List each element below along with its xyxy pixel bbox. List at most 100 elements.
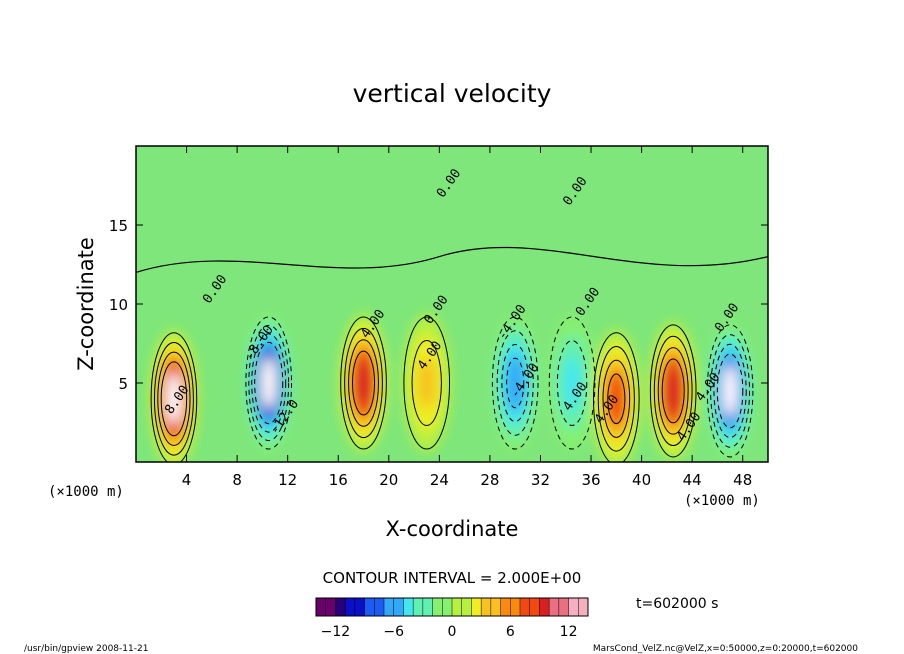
field-cell-8-level-5 — [668, 377, 678, 405]
contour-ring-3-3 — [352, 350, 376, 416]
colorbar-segment-17 — [471, 598, 482, 616]
chart-title: vertical velocity — [353, 79, 552, 108]
field-cell-2-core — [261, 356, 277, 410]
contour-ring-3-1 — [344, 327, 383, 439]
y-tick-label-15: 15 — [109, 217, 128, 235]
colorbar — [315, 597, 589, 617]
contour-zero-line — [136, 246, 768, 273]
colorbar-frame — [315, 597, 589, 617]
contour-ring-7-1 — [597, 346, 635, 452]
x-tick-label-16: 16 — [329, 471, 348, 489]
colorbar-segment-25 — [549, 598, 560, 616]
contour-ring-5-0 — [491, 316, 539, 450]
x-tick-label-8: 8 — [232, 471, 242, 489]
x-tick-label-12: 12 — [278, 471, 297, 489]
field-cell-7-level-4 — [610, 382, 622, 415]
colorbar-segment-14 — [442, 598, 453, 616]
x-tick-label-28: 28 — [480, 471, 499, 489]
contour-ring-6-0 — [548, 316, 596, 450]
footer-left: /usr/bin/gpview 2008-11-21 — [24, 644, 148, 654]
colorbar-segment-28 — [578, 598, 589, 616]
contour-ring-4-1 — [411, 340, 442, 426]
contour-ring-2-3 — [254, 341, 284, 425]
x-tick-label-48: 48 — [733, 471, 752, 489]
colorbar-tick-label-5: 12 — [560, 624, 578, 640]
x-unit-label-left: (×1000 m) — [48, 484, 124, 500]
contour-ring-3-2 — [348, 339, 379, 427]
colorbar-segment-6 — [364, 598, 375, 616]
contour-ring-3-0 — [340, 316, 387, 450]
colorbar-segment-21 — [510, 598, 521, 616]
colorbar-segment-19 — [490, 598, 502, 616]
colorbar-ticks: −12 −6 0 6 12 — [321, 624, 578, 640]
contour-ring-9-1 — [710, 334, 751, 448]
y-tick-label-5: 5 — [118, 375, 128, 393]
field-cell-4-level-2 — [417, 356, 436, 410]
colorbar-segment-2 — [325, 598, 336, 616]
x-tick-label-24: 24 — [430, 471, 449, 489]
contour-ring-1-3 — [160, 361, 188, 437]
colorbar-segment-11 — [413, 598, 424, 616]
colorbar-tick-label-4: 6 — [506, 624, 515, 640]
colorbar-segment-12 — [422, 598, 434, 616]
colorbar-segment-18 — [481, 598, 492, 616]
x-tick-label-4: 4 — [182, 471, 192, 489]
contour-ring-2-2 — [251, 333, 287, 433]
colorbar-segment-22 — [520, 598, 531, 616]
field-cell-5-level-4 — [509, 366, 521, 400]
contour-ring-7-0 — [593, 332, 640, 462]
colorbar-segment-4 — [345, 598, 356, 616]
contour-ring-7-2 — [602, 359, 631, 438]
colorbar-segment-27 — [568, 598, 579, 616]
contour-ring-9-0 — [706, 324, 754, 458]
contour-ring-9-2 — [713, 343, 747, 439]
colorbar-segment-20 — [500, 598, 511, 616]
contour-ring-9-3 — [716, 353, 744, 429]
x-unit-label-right: (×1000 m) — [684, 493, 760, 509]
colorbar-segment-13 — [432, 598, 443, 616]
colorbar-segment-23 — [529, 598, 540, 616]
colorbar-tick-label-3: 0 — [448, 624, 457, 640]
y-axis: 5 10 15 — [109, 217, 768, 393]
contour-ring-7-3 — [607, 373, 626, 425]
colorbar-segment-3 — [335, 598, 346, 616]
field-cell-1-core — [166, 372, 182, 426]
contour-ring-2-0 — [245, 316, 293, 450]
field-cell-3-level-5 — [358, 369, 369, 397]
field-cell-9-core — [722, 364, 738, 418]
time-label: t=602000 s — [636, 596, 718, 612]
x-tick-label-36: 36 — [581, 471, 600, 489]
colorbar-segment-8 — [384, 598, 395, 616]
contour-ring-1-1 — [153, 341, 194, 456]
contour-ring-4-0 — [403, 316, 451, 450]
colorbar-segment-9 — [393, 598, 404, 616]
contour-ring-1-0 — [150, 332, 198, 462]
contour-interval-text: CONTOUR INTERVAL = 2.000E+00 — [323, 569, 582, 587]
x-tick-label-40: 40 — [632, 471, 651, 489]
colorbar-segment-10 — [403, 598, 414, 616]
plot-area: 0.00 0.000.00 0.000.00 0.004.004.004.004.00… — [136, 146, 768, 462]
colorbar-segment-24 — [539, 598, 550, 616]
colorbar-segment-16 — [461, 598, 472, 616]
contour-ring-8-3 — [661, 358, 685, 424]
contour-ring-1-2 — [157, 351, 191, 446]
y-tick-label-10: 10 — [109, 296, 128, 314]
footer-right: MarsCond_VelZ.nc@VelZ,x=0:50000,z=0:2000… — [593, 644, 858, 654]
colorbar-segment-7 — [374, 598, 385, 616]
contour-ring-2-1 — [248, 324, 290, 442]
colorbar-tick-label-2: −6 — [383, 624, 404, 640]
contour-ring-5-2 — [501, 343, 530, 423]
x-axis: 4 8 12 16 20 24 28 32 36 40 44 48 — [182, 146, 752, 489]
contour-ring-8-1 — [653, 335, 693, 447]
colorbar-segment-15 — [452, 598, 463, 616]
contour-ring-6-1 — [556, 340, 588, 426]
contour-ring-5-3 — [506, 357, 525, 409]
y-axis-label: Z-coordinate — [74, 237, 98, 371]
x-tick-label-20: 20 — [379, 471, 398, 489]
contour-ring-8-2 — [657, 347, 689, 435]
x-axis-label: X-coordinate — [386, 517, 519, 541]
colorbar-segment-26 — [558, 598, 570, 616]
contour-ring-8-0 — [649, 324, 697, 458]
colorbar-segment-1 — [316, 598, 327, 616]
